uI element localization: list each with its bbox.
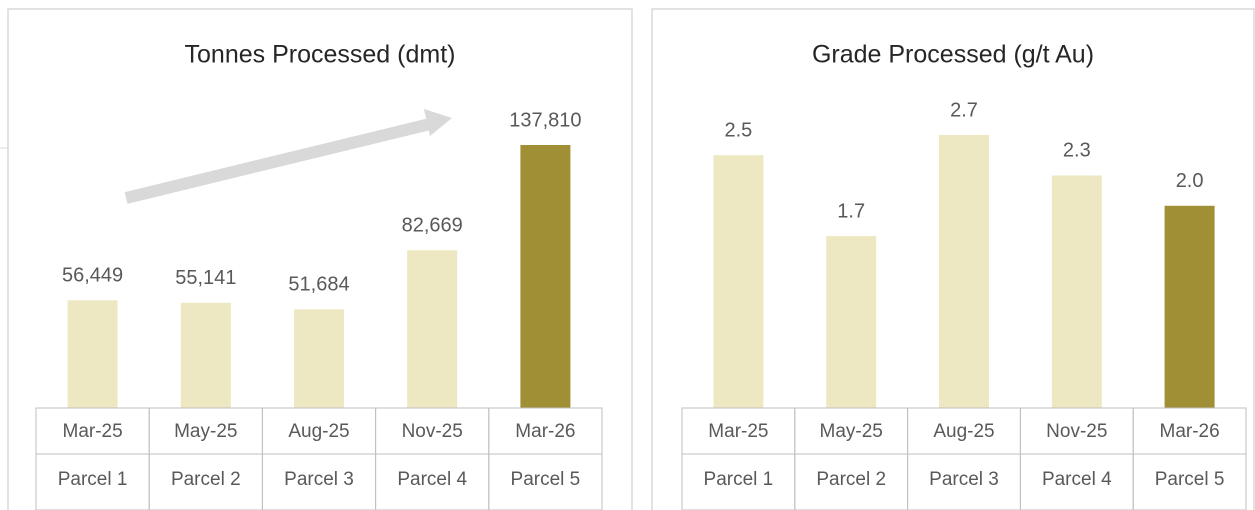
group-cell (488, 453, 603, 510)
x-tick-label: Nov-25 (402, 421, 463, 442)
x-group-label: Parcel 4 (1042, 469, 1112, 490)
x-tick-label: Nov-25 (1046, 421, 1107, 442)
trend-arrow (124, 109, 452, 204)
x-tick-label: Mar-25 (63, 421, 123, 442)
x-tick-label: Aug-25 (288, 421, 349, 442)
x-group-label: Parcel 2 (816, 469, 886, 490)
x-group-label: Parcel 5 (511, 469, 581, 490)
data-label: 55,141 (175, 267, 236, 289)
data-label: 1.7 (837, 200, 865, 222)
data-label: 56,449 (62, 265, 123, 287)
bar (1164, 205, 1215, 408)
x-tick-label: Mar-25 (708, 421, 768, 442)
bar (294, 309, 344, 408)
bar (1051, 175, 1102, 408)
x-group-label: Parcel 1 (58, 469, 128, 490)
bar (180, 302, 231, 408)
data-label: 137,810 (509, 109, 581, 131)
chart-title: Grade Processed (g/t Au) (812, 41, 1094, 69)
bar (520, 145, 571, 408)
x-group-label: Parcel 1 (704, 469, 774, 490)
x-tick-label: May-25 (174, 421, 237, 442)
x-group-label: Parcel 5 (1155, 469, 1225, 490)
x-tick-label: May-25 (820, 421, 883, 442)
bar (67, 300, 118, 408)
panel (7, 8, 633, 510)
data-label: 2.7 (950, 99, 978, 121)
chart-title: Tonnes Processed (dmt) (185, 41, 456, 69)
bar (407, 250, 458, 408)
x-tick-label: Aug-25 (933, 421, 994, 442)
x-group-label: Parcel 3 (929, 469, 999, 490)
panel (651, 8, 1255, 510)
group-cell (1132, 453, 1247, 510)
data-label: 2.0 (1176, 170, 1204, 192)
x-tick-label: Mar-26 (1160, 421, 1220, 442)
data-label: 2.3 (1063, 140, 1091, 162)
data-label: 2.5 (724, 120, 752, 142)
bar (939, 135, 989, 408)
bar (713, 155, 764, 408)
x-tick-label: Mar-26 (515, 421, 575, 442)
x-group-label: Parcel 4 (397, 469, 467, 490)
data-label: 82,669 (402, 215, 463, 237)
bar (826, 236, 877, 408)
x-group-label: Parcel 2 (171, 469, 241, 490)
x-group-label: Parcel 3 (284, 469, 354, 490)
data-label: 51,684 (288, 274, 349, 296)
